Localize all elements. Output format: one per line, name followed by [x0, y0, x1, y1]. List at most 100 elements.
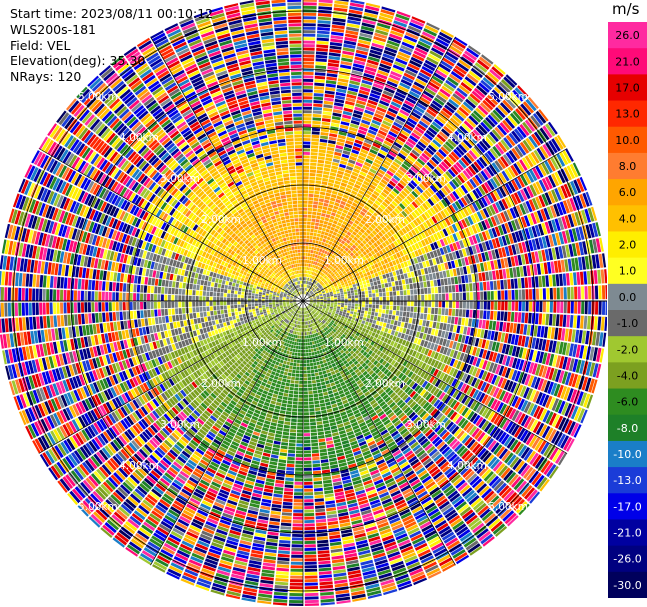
velocity-gate: [325, 267, 329, 272]
velocity-gate: [345, 97, 356, 103]
velocity-gate: [376, 320, 380, 326]
velocity-gate: [400, 262, 405, 269]
velocity-gate: [303, 54, 315, 58]
velocity-gate: [559, 314, 564, 327]
velocity-gate: [325, 503, 336, 508]
velocity-gate: [303, 113, 312, 117]
velocity-gate: [469, 292, 473, 300]
velocity-gate: [447, 316, 452, 324]
velocity-gate: [587, 207, 595, 222]
velocity-gate: [314, 190, 320, 195]
velocity-gate: [305, 284, 307, 288]
velocity-gate: [398, 257, 403, 263]
velocity-gate: [367, 99, 378, 106]
velocity-gate: [397, 112, 408, 120]
velocity-gate: [355, 208, 361, 214]
velocity-gate: [452, 293, 456, 301]
velocity-gate: [320, 252, 324, 257]
velocity-gate: [308, 352, 312, 356]
velocity-gate: [573, 179, 582, 194]
velocity-gate: [321, 118, 331, 123]
velocity-gate: [312, 117, 322, 121]
velocity-gate: [430, 78, 442, 88]
velocity-gate: [474, 62, 488, 73]
velocity-gate: [303, 145, 311, 148]
velocity-gate: [487, 114, 498, 126]
velocity-gate: [303, 37, 316, 41]
velocity-gate: [337, 246, 342, 251]
velocity-gate: [444, 104, 455, 114]
velocity-gate: [595, 238, 602, 253]
velocity-gate: [420, 307, 425, 313]
velocity-gate: [486, 133, 497, 145]
velocity-gate: [309, 290, 312, 293]
velocity-gate: [336, 173, 343, 179]
velocity-gate: [317, 386, 322, 390]
velocity-gate: [323, 423, 330, 428]
velocity-gate: [392, 187, 400, 195]
velocity-gate: [421, 65, 434, 75]
velocity-gate: [420, 117, 431, 126]
velocity-gate: [538, 237, 544, 249]
velocity-gate: [367, 257, 372, 263]
velocity-gate: [319, 195, 325, 199]
velocity-gate: [557, 186, 565, 200]
velocity-gate: [388, 314, 392, 320]
velocity-gate: [421, 93, 433, 102]
velocity-gate: [439, 322, 444, 330]
velocity-gate: [449, 192, 457, 202]
velocity-gate: [368, 266, 373, 271]
velocity-gate: [435, 272, 440, 279]
velocity-gate: [513, 192, 522, 204]
velocity-gate: [493, 86, 506, 98]
velocity-gate: [464, 217, 471, 227]
velocity-gate: [308, 246, 312, 250]
velocity-gate: [330, 38, 343, 43]
velocity-gate: [344, 36, 357, 42]
velocity-gate: [373, 139, 383, 146]
velocity-gate: [340, 157, 349, 162]
velocity-gate: [512, 89, 524, 102]
velocity-gate: [309, 235, 313, 240]
velocity-gate: [363, 193, 371, 199]
velocity-gate: [384, 246, 390, 252]
velocity-gate: [315, 265, 319, 270]
velocity-gate: [364, 321, 369, 326]
velocity-gate: [382, 332, 387, 338]
velocity-gate: [453, 325, 458, 333]
velocity-gate: [468, 226, 475, 236]
velocity-gate: [498, 186, 507, 198]
velocity-gate: [548, 313, 553, 326]
velocity-gate: [317, 20, 331, 24]
velocity-gate: [333, 239, 338, 244]
velocity-gate: [440, 29, 454, 38]
velocity-gate: [403, 301, 407, 306]
velocity-gate: [346, 223, 352, 228]
velocity-gate: [551, 189, 559, 203]
velocity-gate: [396, 10, 411, 18]
velocity-gate: [327, 146, 335, 151]
velocity-gate: [516, 266, 521, 278]
velocity-gate: [351, 295, 355, 299]
velocity-gate: [476, 85, 488, 96]
velocity-gate: [517, 176, 525, 188]
velocity-gate: [448, 204, 456, 214]
velocity-gate: [560, 185, 569, 199]
velocity-gate: [323, 270, 327, 274]
velocity-gate: [399, 243, 405, 250]
velocity-gate: [569, 197, 577, 212]
velocity-gate: [370, 238, 376, 244]
velocity-gate: [312, 284, 315, 287]
velocity-gate: [397, 85, 409, 93]
velocity-gate: [479, 282, 484, 291]
velocity-gate: [493, 64, 506, 75]
velocity-gate: [461, 248, 467, 257]
velocity-gate: [351, 190, 358, 196]
velocity-gate: [365, 106, 376, 113]
velocity-gate: [450, 277, 455, 285]
velocity-gate: [459, 326, 464, 334]
velocity-gate: [528, 96, 539, 109]
velocity-gate: [487, 301, 491, 310]
velocity-gate: [474, 254, 480, 263]
velocity-gate: [389, 305, 393, 310]
